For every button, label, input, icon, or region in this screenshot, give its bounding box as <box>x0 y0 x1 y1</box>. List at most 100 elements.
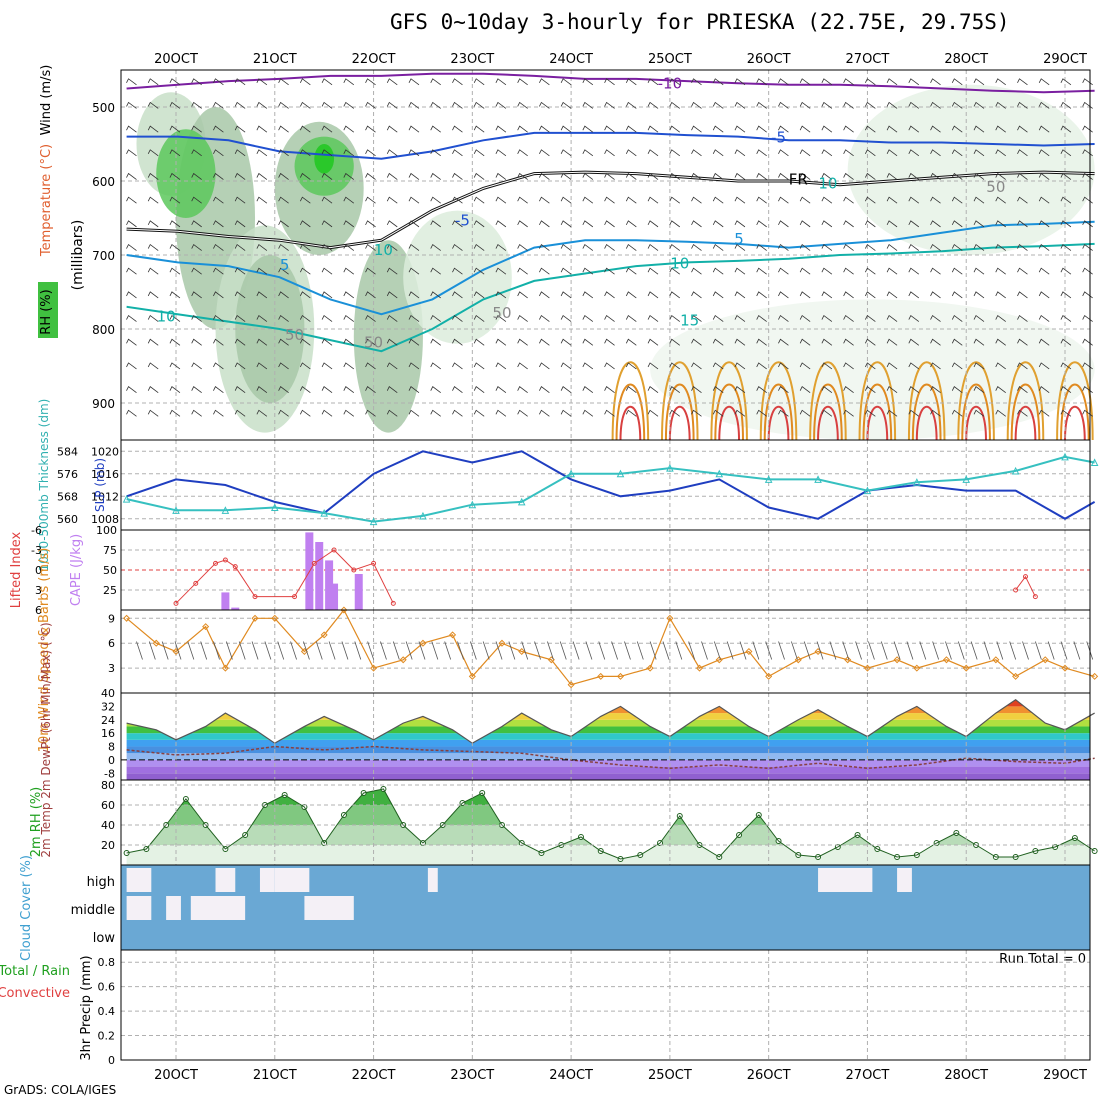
wind-barb <box>147 101 159 109</box>
wind-barb <box>213 172 224 180</box>
wind-barb <box>886 314 898 322</box>
wind-barb <box>669 362 681 370</box>
wind-barb <box>539 291 550 299</box>
cape-y-tick: 25 <box>103 584 117 597</box>
wind-barb <box>582 196 594 204</box>
wind-barb <box>752 641 760 660</box>
wind-barb <box>147 243 159 251</box>
wind-barb <box>430 125 441 133</box>
wind-barb <box>908 78 920 86</box>
wind-barb <box>517 243 528 251</box>
wind-barb <box>1082 338 1093 346</box>
wind-barb <box>669 243 681 251</box>
wind-barb <box>539 243 550 251</box>
wind-barb <box>1073 641 1081 660</box>
wind-barb <box>821 267 833 275</box>
wind-barb <box>234 101 246 109</box>
wind-barb <box>908 149 920 157</box>
wind-barb <box>539 101 550 109</box>
wind-barb <box>473 243 485 251</box>
wind-barb <box>1009 641 1017 660</box>
wind-barb <box>1060 125 1072 133</box>
wind-barb <box>647 362 659 370</box>
wind-barb <box>712 409 724 417</box>
wind-barb <box>169 267 181 275</box>
wind-barb <box>234 243 246 251</box>
warm-isotherm <box>1056 361 1094 441</box>
wind-barb <box>169 338 181 346</box>
wind-barb <box>886 338 898 346</box>
contour-label: 5 <box>280 256 290 274</box>
wind-barb <box>303 641 310 660</box>
wind-barb <box>669 267 681 275</box>
wind-barb <box>169 409 181 417</box>
wind-barb <box>147 267 159 275</box>
wind-barb <box>604 386 615 393</box>
rh-band <box>126 789 1090 805</box>
wind-barb <box>191 149 202 157</box>
warm-isotherm <box>710 361 748 441</box>
wind-barb <box>234 362 246 370</box>
rh-shade <box>403 210 512 344</box>
wind-barb <box>973 172 985 180</box>
wind-barb <box>473 314 485 322</box>
wind-barb <box>880 641 888 660</box>
wind-barb <box>625 78 637 86</box>
wind-barb <box>126 78 137 86</box>
wind-barb <box>126 149 137 157</box>
wind-barb <box>418 641 426 660</box>
wind-barb <box>647 125 659 133</box>
wind-barb <box>951 172 963 180</box>
wind-barb <box>517 386 528 393</box>
wind-barb <box>452 172 463 180</box>
bottom-x-tick: 25OCT <box>648 1068 692 1083</box>
li-marker <box>1022 574 1028 580</box>
slp-y-tick: 1016 <box>91 468 119 481</box>
wind-barb <box>539 196 550 204</box>
thickness-marker <box>369 517 378 526</box>
wind-speed-marker <box>419 639 427 647</box>
wind-barb <box>321 196 333 204</box>
wind-barb <box>951 125 963 133</box>
wind-barb <box>843 172 854 180</box>
wind-barb <box>256 220 268 228</box>
cloud-block <box>897 868 912 892</box>
li-marker <box>173 600 179 606</box>
wind-barb <box>343 220 355 228</box>
wind-barb <box>430 243 441 251</box>
wind-barb <box>1060 149 1072 157</box>
wind-barb <box>691 101 702 109</box>
wind-barb <box>625 362 637 370</box>
warm-isotherm <box>957 361 995 441</box>
wind-barb <box>539 78 550 86</box>
wind-barb <box>517 125 528 133</box>
wind-barb <box>821 78 833 86</box>
warm-isotherm <box>862 383 893 441</box>
wind-barb <box>547 641 554 660</box>
wind-barb <box>1017 196 1028 204</box>
wind-barb <box>691 362 702 370</box>
temp-y-tick: 40 <box>101 687 115 700</box>
wind-barb <box>386 291 398 299</box>
wind-barb <box>951 149 963 157</box>
wind-barb <box>191 386 202 393</box>
contour-label: 10 <box>374 241 393 259</box>
wind-barb <box>951 78 963 86</box>
wind-barb <box>778 101 789 109</box>
wind-barb <box>712 338 724 346</box>
wind-barb <box>669 291 681 299</box>
wind-barb <box>669 149 681 157</box>
wind-barb <box>843 362 854 370</box>
wind-barb <box>430 196 441 204</box>
wind-barb <box>886 149 898 157</box>
wind-barb <box>712 78 724 86</box>
wind-barb <box>386 386 398 393</box>
upper-y-tick: 900 <box>92 397 115 411</box>
wind-barb <box>343 172 355 180</box>
wind-barb <box>495 125 507 133</box>
wind-barb <box>756 125 767 133</box>
freezing-line-inner <box>126 171 1095 249</box>
wind-label: 10m Wind Speed & Barbs (m/s) <box>37 548 52 753</box>
wind-barb <box>343 125 355 133</box>
wind-barb <box>1038 291 1050 299</box>
